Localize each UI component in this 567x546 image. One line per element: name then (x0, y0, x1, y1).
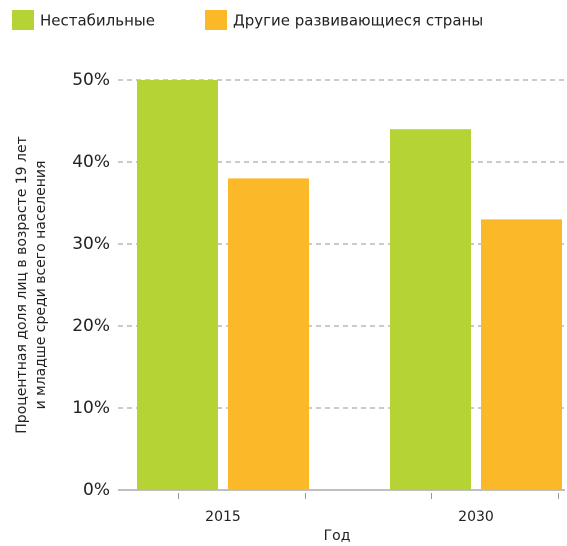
x-tick-label: 2015 (205, 509, 241, 525)
y-tick-label: 40% (72, 152, 110, 172)
y-tick-label: 10% (72, 398, 110, 418)
y-tick-label: 20% (72, 316, 110, 336)
bar (228, 178, 309, 490)
legend-swatch (12, 10, 34, 30)
x-tick-label: 2030 (458, 509, 494, 525)
legend-label: Нестабильные (40, 12, 155, 30)
y-axis-label-line: и младше среди всего населения (33, 161, 49, 410)
bar (390, 129, 471, 490)
y-tick-label: 0% (83, 480, 110, 500)
y-tick-label: 30% (72, 234, 110, 254)
x-axis-label: Год (324, 528, 351, 544)
y-axis-label-line: Процентная доля лиц в возрасте 19 лет (14, 136, 30, 433)
bar (481, 219, 562, 490)
bar (137, 80, 218, 490)
legend-swatch (205, 10, 227, 30)
legend-label: Другие развивающиеся страны (233, 12, 483, 30)
y-tick-label: 50% (72, 70, 110, 90)
y-axis-label: Процентная доля лиц в возрасте 19 лет и … (14, 136, 49, 433)
